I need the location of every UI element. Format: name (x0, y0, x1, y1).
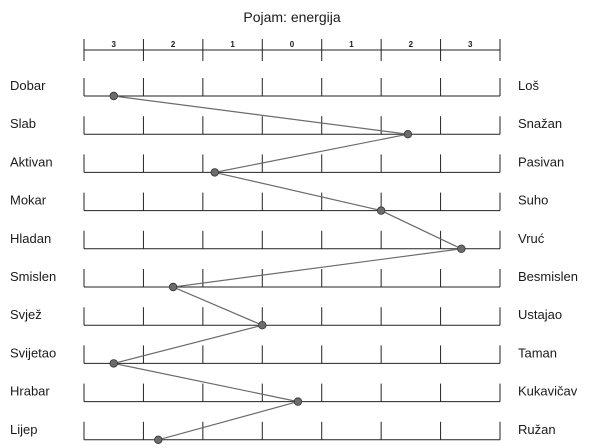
row-right-label: Loš (518, 78, 539, 93)
scale-row: Smislen Besmislen (10, 269, 578, 288)
row-right-label: Kukavičav (518, 384, 578, 399)
data-point (258, 321, 267, 330)
row-left-label: Dobar (10, 78, 46, 93)
row-right-label: Suho (518, 193, 548, 208)
scale-label: 3 (111, 40, 116, 49)
chart-title: Pojam: energija (243, 9, 340, 25)
scale-row: Svjež Ustajao (10, 307, 562, 326)
row-left-label: Lijep (10, 422, 37, 437)
scale-label: 2 (409, 40, 414, 49)
profile-series (109, 91, 466, 444)
data-point (403, 129, 413, 139)
profile-line (113, 95, 464, 441)
scale-row: Lijep Ružan (10, 421, 556, 441)
scale-row: Slab Snažan (10, 116, 562, 135)
row-left-label: Mokar (10, 193, 47, 208)
row-left-label: Smislen (10, 269, 56, 284)
scale-row: Hrabar Kukavičav (10, 383, 578, 403)
row-left-label: Aktivan (10, 154, 53, 169)
row-right-label: Taman (518, 345, 557, 360)
row-right-label: Vruć (518, 231, 545, 246)
row-right-label: Ustajao (518, 307, 562, 322)
scale-row: Svijetao Taman (10, 345, 557, 364)
scale-label: 0 (290, 40, 295, 49)
row-left-label: Svijetao (10, 345, 56, 360)
data-point (109, 91, 118, 101)
scale-label: 2 (171, 40, 176, 49)
scale-row: Hladan Vruć (10, 230, 545, 250)
scale-header: 3 2 1 0 1 2 3 (83, 39, 501, 61)
scale-rows: Dobar Loš Slab Snažan Aktivan Pasivan Mokar Suh… (10, 78, 578, 441)
row-left-label: Hladan (10, 231, 51, 246)
row-right-label: Ružan (518, 422, 556, 437)
row-left-label: Slab (10, 116, 36, 131)
data-point (168, 282, 178, 292)
scale-row: Aktivan Pasivan (10, 154, 564, 173)
scale-label: 3 (468, 40, 473, 49)
data-point (154, 435, 163, 444)
row-left-label: Hrabar (10, 384, 50, 399)
data-point (210, 168, 219, 177)
row-left-label: Svjež (10, 307, 42, 322)
row-right-label: Besmislen (518, 269, 578, 284)
row-right-label: Pasivan (518, 154, 564, 169)
scale-row: Mokar Suho (10, 192, 548, 212)
data-point (376, 206, 386, 215)
data-point (293, 397, 303, 406)
scale-label: 1 (349, 40, 354, 49)
scale-row: Dobar Loš (10, 78, 539, 97)
scale-label: 1 (230, 40, 235, 49)
data-point (457, 244, 466, 253)
data-point (109, 359, 118, 368)
row-right-label: Snažan (518, 116, 562, 131)
